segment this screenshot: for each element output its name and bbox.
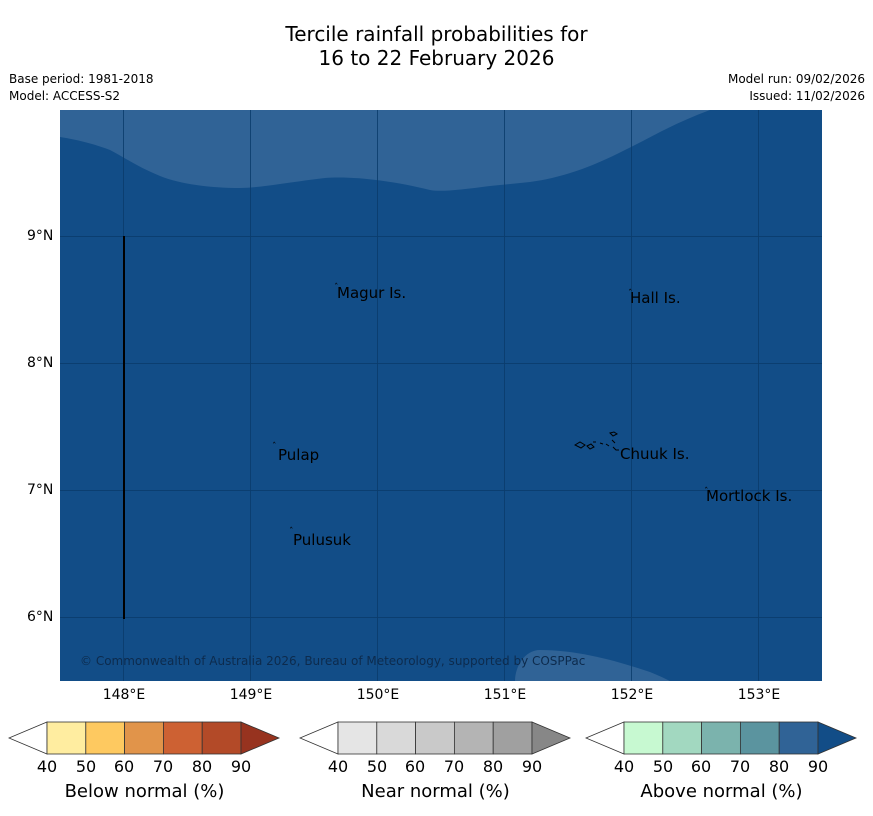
colorbar-extend-low [585, 721, 625, 755]
colorbar-segment [492, 721, 533, 755]
colorbar-segment [337, 721, 378, 755]
place-label-magur[interactable]: Magur Is. [337, 284, 407, 302]
gridline-8n [60, 363, 822, 364]
colorbar-segments [299, 721, 572, 755]
gridline-149e [250, 110, 251, 681]
colorbar-segment [739, 721, 780, 755]
colorbar-extend-high [531, 721, 572, 755]
island-marker-magur: ˆ [334, 283, 339, 293]
legend-tick: 70 [152, 757, 174, 776]
legend-tick: 70 [729, 757, 751, 776]
base-period: Base period: 1981-2018 [9, 72, 154, 86]
colorbar-extend-high [817, 721, 858, 755]
legend-tick: 80 [482, 757, 504, 776]
legend-tick: 50 [366, 757, 388, 776]
place-label-pulusuk[interactable]: Pulusuk [293, 531, 351, 549]
legend-tick: 40 [36, 757, 58, 776]
island-marker-pulusuk: ˆ [289, 527, 294, 537]
x-tick-149e: 149°E [229, 687, 273, 703]
model-name: Model: ACCESS-S2 [9, 89, 121, 103]
legend-tick: 80 [191, 757, 213, 776]
place-label-mortlock[interactable]: Mortlock Is. [706, 487, 793, 505]
y-tick-9n: 9°N [27, 228, 54, 244]
legend-near-normal-label: Near normal (%) [361, 781, 510, 802]
colorbar-segment [623, 721, 664, 755]
x-tick-148e: 148°E [102, 687, 146, 703]
legend-below-normal-label: Below normal (%) [64, 781, 225, 802]
x-tick-153e: 153°E [737, 687, 781, 703]
probability-shading [60, 110, 822, 681]
place-label-chuuk[interactable]: Chuuk Is. [620, 445, 690, 463]
legend-above-normal-label: Above normal (%) [640, 781, 803, 802]
colorbar-segment [453, 721, 494, 755]
colorbar-extend-low [299, 721, 339, 755]
issued-date: Issued: 11/02/2026 [749, 89, 865, 103]
map-title: Tercile rainfall probabilities for 16 to… [0, 22, 873, 70]
gridline-151e [504, 110, 505, 681]
gridline-7n [60, 490, 822, 491]
legend-tick: 90 [807, 757, 829, 776]
boundary-line [123, 236, 125, 619]
colorbar-segment [701, 721, 741, 755]
legend-tick: 60 [113, 757, 135, 776]
place-label-pulap[interactable]: Pulap [278, 446, 320, 464]
map-panel[interactable]: ˆ Magur Is. ˆ Hall Is. ˆ Pulap Chuuk Is.… [60, 110, 822, 681]
legend-tick: 90 [521, 757, 543, 776]
legend-tick: 50 [652, 757, 674, 776]
island-marker-hall: ˆ [628, 289, 633, 299]
title-line-2: 16 to 22 February 2026 [318, 46, 555, 70]
island-marker-pulap: ˆ [272, 442, 277, 452]
legend-tick: 50 [75, 757, 97, 776]
x-tick-150e: 150°E [356, 687, 400, 703]
y-tick-8n: 8°N [27, 355, 54, 371]
island-marker-mortlock: ˆ [704, 487, 709, 497]
model-run: Model run: 09/02/2026 [727, 72, 865, 86]
colorbar-segment [415, 721, 455, 755]
gridline-150e [377, 110, 378, 681]
legend-tick: 70 [443, 757, 465, 776]
legend-tick: 60 [404, 757, 426, 776]
meta-right: Model run: 09/02/2026 Issued: 11/02/2026 [728, 71, 865, 105]
colorbar-segment [162, 721, 203, 755]
legend-tick: 60 [690, 757, 712, 776]
x-tick-152e: 152°E [610, 687, 654, 703]
secondary-probability-region [60, 110, 822, 191]
gridline-6n [60, 617, 822, 618]
colorbar-segment [85, 721, 126, 755]
legend-tick: 40 [327, 757, 349, 776]
title-line-1: Tercile rainfall probabilities for [285, 22, 588, 46]
legend-below-normal-colorbar [8, 721, 281, 755]
place-label-hall[interactable]: Hall Is. [630, 289, 681, 307]
colorbar-extend-low [8, 721, 48, 755]
colorbar-segment [124, 721, 164, 755]
colorbar-segments [8, 721, 281, 755]
colorbar-extend-high [240, 721, 281, 755]
colorbar-segment [778, 721, 819, 755]
legend-tick: 80 [768, 757, 790, 776]
legend-tick: 40 [613, 757, 635, 776]
gridline-152e [631, 110, 632, 681]
gridline-153e [758, 110, 759, 681]
x-tick-151e: 151°E [483, 687, 527, 703]
colorbar-segment [376, 721, 417, 755]
meta-left: Base period: 1981-2018 Model: ACCESS-S2 [9, 71, 154, 105]
colorbar-segments [585, 721, 858, 755]
colorbar-segment [46, 721, 87, 755]
colorbar-segment [662, 721, 703, 755]
copyright-notice: © Commonwealth of Australia 2026, Bureau… [80, 654, 586, 668]
legend-above-normal-colorbar [585, 721, 858, 755]
y-tick-6n: 6°N [27, 609, 54, 625]
legend-tick: 90 [230, 757, 252, 776]
colorbar-segment [201, 721, 242, 755]
y-tick-7n: 7°N [27, 482, 54, 498]
gridline-9n [60, 236, 822, 237]
legend-near-normal-colorbar [299, 721, 572, 755]
